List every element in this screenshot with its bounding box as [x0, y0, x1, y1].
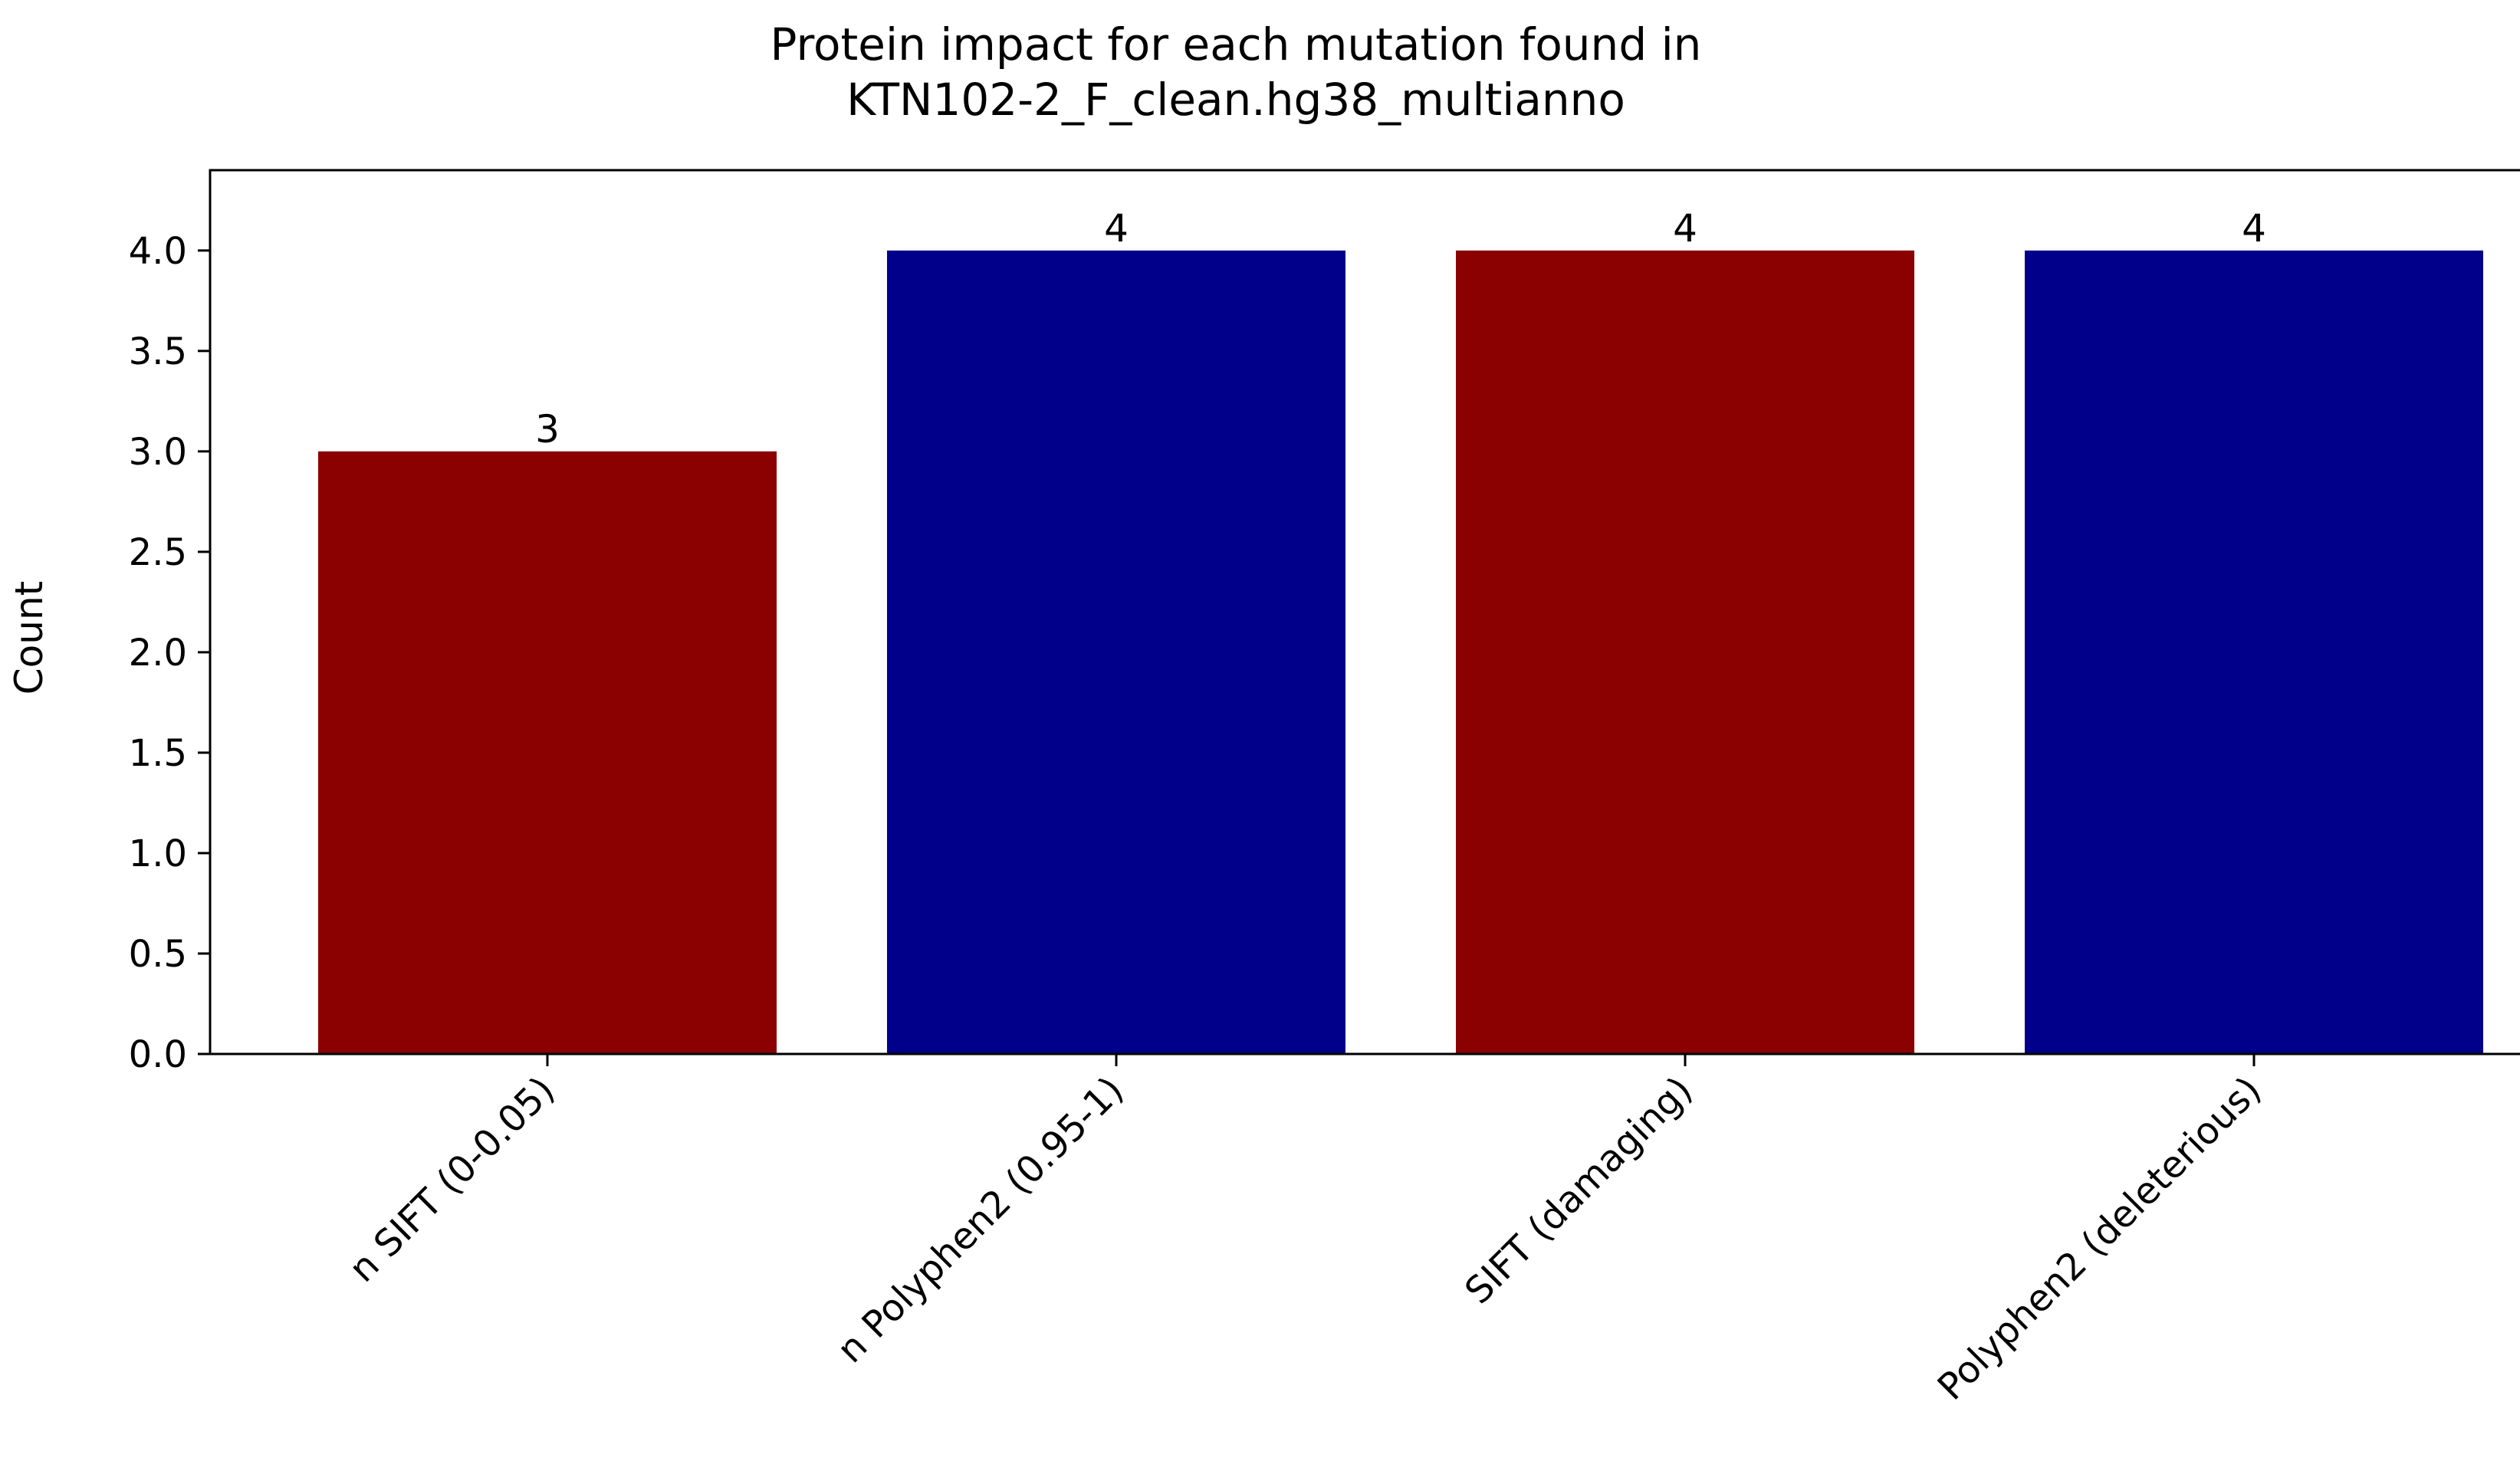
chart-title-line-1: Protein impact for each mutation found i…: [770, 18, 1702, 71]
chart-title-line-2: KTN102-2_F_clean.hg38_multianno: [846, 74, 1625, 126]
plot-frame: [209, 169, 2520, 1056]
y-tick-label-8: 3.5: [129, 330, 187, 373]
y-tick-label-7: 3.0: [129, 431, 187, 474]
y-tick-label-9: 4.0: [129, 230, 187, 273]
bar-value-label-2: 4: [1104, 206, 1129, 251]
x-tick-label-2: n Polyphen2 (0.95-1): [829, 1069, 1132, 1371]
y-tick-label-6: 2.5: [129, 531, 187, 574]
y-tick-label-2: 0.5: [129, 933, 187, 976]
bar-2: [887, 250, 1345, 1055]
y-tick-label-4: 1.5: [129, 732, 187, 775]
y-tick-label-1: 0.0: [129, 1033, 187, 1076]
bar-1: [318, 451, 777, 1054]
data-labels-layer: 3 4 4 4: [535, 206, 2266, 451]
x-axis: n SIFT (0-0.05) n Polyphen2 (0.95-1) SIFT …: [341, 1054, 2270, 1409]
chart-title: Protein impact for each mutation found i…: [770, 18, 1702, 126]
bar-4: [2025, 250, 2483, 1055]
bars-layer: [318, 250, 2483, 1055]
x-tick-label-1: n SIFT (0-0.05): [341, 1069, 563, 1291]
bar-value-label-4: 4: [2242, 206, 2266, 251]
x-tick-label-3: SIFT (damaging): [1457, 1069, 1700, 1312]
y-tick-label-3: 1.0: [129, 832, 187, 875]
y-tick-label-5: 2.0: [129, 632, 187, 675]
bar-value-label-3: 4: [1673, 206, 1697, 251]
y-axis: 0.0 0.5 1.0 1.5 2.0 2.5 3.0 3.5 4.0: [129, 230, 210, 1076]
bar-value-label-1: 3: [535, 407, 560, 451]
y-axis-label: Count: [7, 581, 51, 695]
x-tick-label-4: Polyphen2 (deleterious): [1930, 1069, 2270, 1409]
bar-3: [1456, 250, 1914, 1055]
